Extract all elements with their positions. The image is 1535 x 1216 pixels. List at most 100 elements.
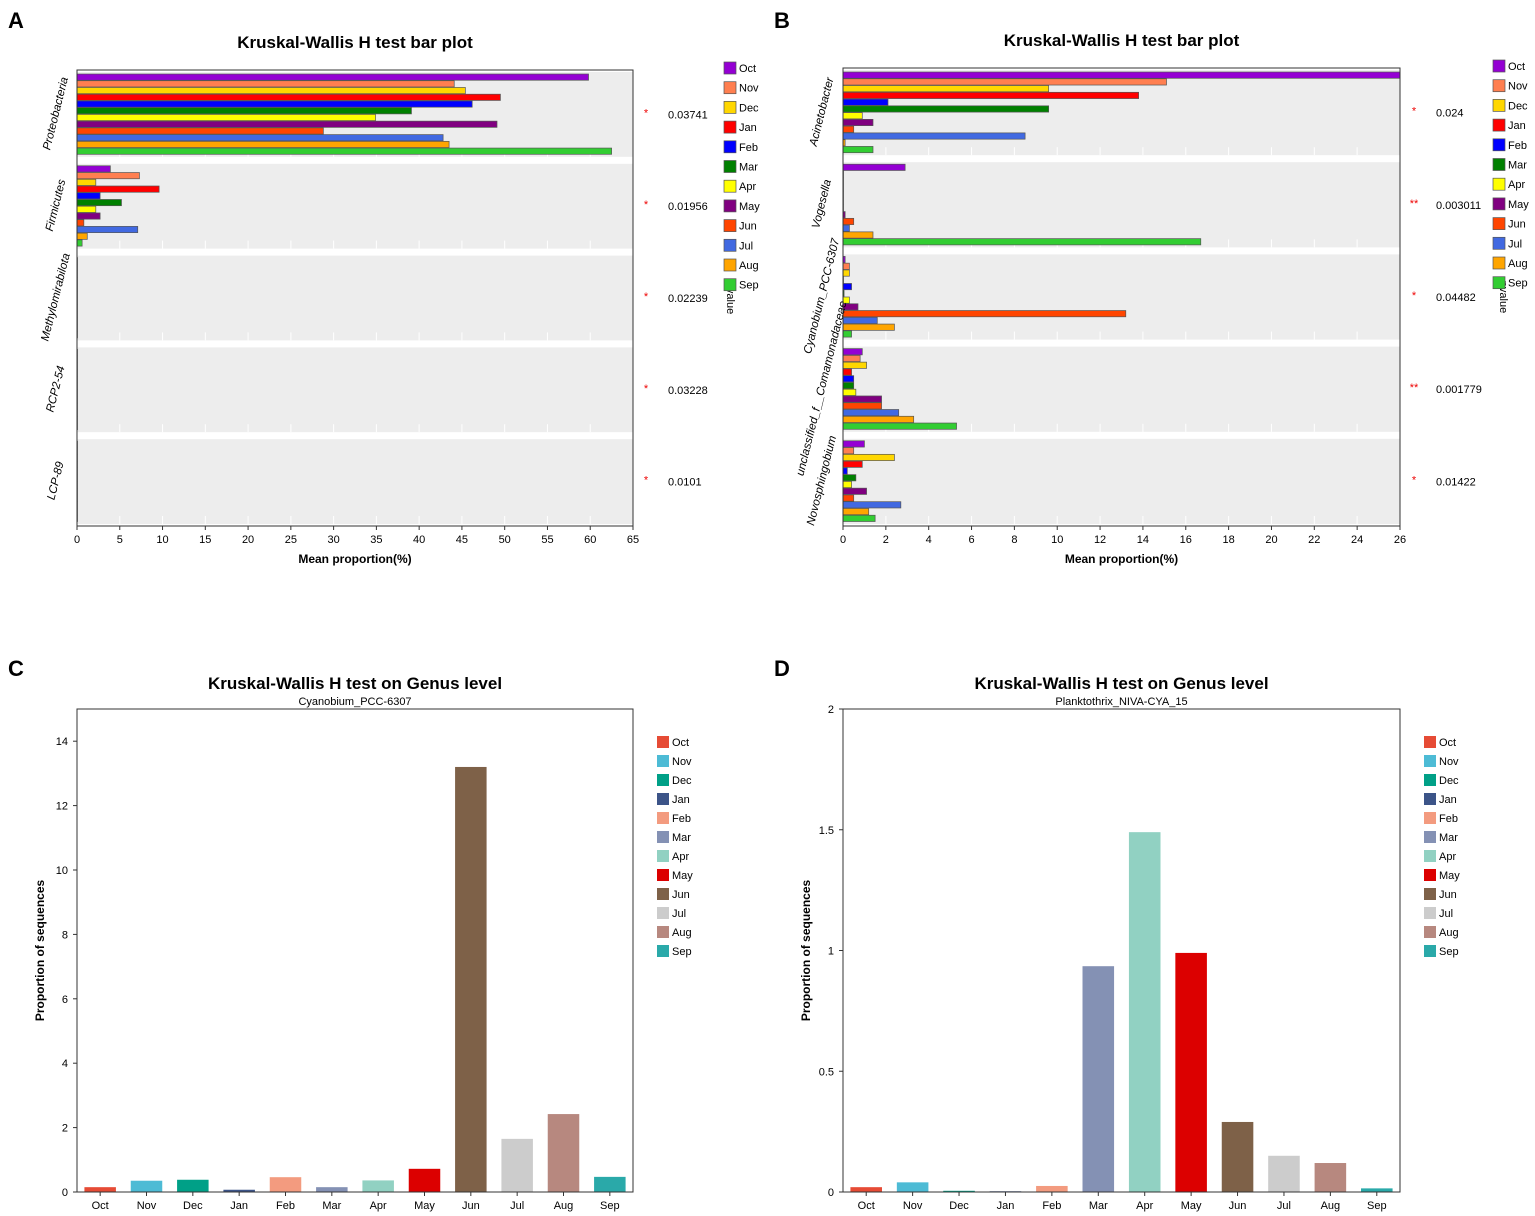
panel-b-significance-stars: ** [1410, 382, 1419, 394]
panel-a-legend-swatch-apr [723, 179, 737, 193]
panel-b-bar-vogesella-jul [842, 224, 850, 232]
panel-c-y-tick-label: 8 [62, 929, 68, 941]
panel-a-bar-firmicutes-jun [76, 219, 85, 227]
panel-a-legend-label-jul: Jul [739, 240, 753, 252]
panel-c-legend-swatch-jul [657, 907, 669, 919]
panel-d-legend-label-jan: Jan [1439, 794, 1457, 806]
panel-d-legend-swatch-jun [1424, 888, 1436, 900]
panel-c-x-tick-label: Nov [137, 1200, 157, 1212]
panel-c-bar-apr [362, 1180, 394, 1192]
panel-a-band [77, 163, 633, 249]
panel-c-legend-swatch-may [657, 869, 669, 881]
panel-a-bar-proteobacteria-oct [76, 73, 589, 81]
panel-a-bar-proteobacteria-apr [76, 114, 376, 121]
panel-c-legend-label-may: May [672, 870, 693, 882]
panel-c-legend-label-jan: Jan [672, 794, 690, 806]
panel-b-bar-vogesella-jun [842, 217, 855, 225]
panel-c-legend-swatch-nov [657, 755, 669, 767]
panel-a-bar-proteobacteria-jan [76, 93, 501, 101]
panel-b-bar-novosphingobium-dec [842, 453, 895, 461]
panel-b-bar-acinetobacter-jul [842, 132, 1026, 140]
panel-c-title: Kruskal-Wallis H test on Genus level [208, 674, 502, 693]
panel-b-bar-acinetobacter-oct [842, 71, 1401, 79]
panel-a-bar-firmicutes-may [76, 212, 101, 220]
panel-a-category-label: Methylomirabilota [39, 252, 72, 342]
panel-b-bar-cyanobium_pcc-6307-jul [842, 316, 878, 324]
panel-b-bar-acinetobacter-sep [842, 146, 874, 154]
panel-d-x-tick-label: Jul [1277, 1200, 1291, 1212]
panel-c-bar-feb [269, 1177, 302, 1192]
panel-c-y-tick-label: 6 [62, 994, 68, 1006]
panel-b-bar-novosphingobium-jan [842, 460, 863, 468]
panel-a-x-tick-label: 40 [413, 534, 425, 546]
panel-c-x-tick-label: Mar [322, 1200, 341, 1212]
panel-b-bar-vogesella-sep [842, 238, 1202, 246]
panel-b-x-tick-label: 26 [1394, 534, 1406, 546]
panel-b-bar-acinetobacter-mar [842, 105, 1050, 113]
panel-c-x-tick-label: Feb [276, 1200, 295, 1212]
panel-b-legend-label-aug: Aug [1508, 258, 1528, 270]
panel-b-plot-frame [842, 67, 1401, 527]
panel-c-subtitle: Cyanobium_PCC-6307 [298, 696, 411, 708]
panel-a-legend-label-mar: Mar [739, 162, 758, 174]
panel-d-legend-label-nov: Nov [1439, 756, 1459, 768]
panel-b-legend-swatch-jan [1492, 118, 1506, 132]
panel-d-bar-dec [943, 1190, 975, 1192]
panel-b-legend-label-jan: Jan [1508, 120, 1526, 132]
panel-d-x-tick-label: Apr [1136, 1200, 1153, 1212]
panel-a-legend-label-feb: Feb [739, 142, 758, 154]
panel-b-band [843, 346, 1400, 432]
panel-b-legend-label-mar: Mar [1508, 160, 1527, 172]
panel-b-x-axis-label: Mean proportion(%) [1065, 552, 1178, 566]
panel-d-legend-label-mar: Mar [1439, 832, 1458, 844]
panel-a-title: Kruskal-Wallis H test bar plot [237, 33, 473, 52]
panel-d-y-tick-label: 0 [828, 1187, 834, 1199]
panel-a-legend-label-nov: Nov [739, 83, 759, 95]
panel-a-legend-label-may: May [739, 201, 760, 213]
panel-a-legend-swatch-nov [723, 81, 737, 95]
panel-c-x-tick-label: May [414, 1200, 435, 1212]
panel-d-x-tick-label: Nov [903, 1200, 923, 1212]
panel-b-bar-novosphingobium-nov [842, 447, 855, 455]
panel-d-legend-swatch-dec [1424, 774, 1436, 786]
panel-a-band [77, 347, 633, 433]
panel-b-legend-label-may: May [1508, 199, 1529, 211]
panel-a-category-label: Proteobacteria [41, 76, 71, 151]
panel-b-significance-stars: ** [1410, 198, 1419, 210]
panel-b-bar-unclassified_f__comamonadaceae-jul [842, 409, 900, 417]
panel-b-x-tick-label: 18 [1222, 534, 1234, 546]
panel-a-legend-swatch-jul [723, 238, 737, 252]
panel-a-bar-firmicutes-dec [76, 178, 97, 186]
panel-a-bar-firmicutes-oct [76, 165, 111, 173]
panel-d-legend-swatch-mar [1424, 831, 1436, 843]
panel-d-legend-swatch-feb [1424, 812, 1436, 824]
panel-d-plot-frame [842, 708, 1401, 1193]
panel-c-x-tick-label: Jul [510, 1200, 524, 1212]
panel-b-bar-acinetobacter-jan [842, 91, 1139, 99]
panel-b-bar-acinetobacter-dec [842, 85, 1050, 93]
panel-c-legend-swatch-oct [657, 736, 669, 748]
panel-b-x-tick-label: 22 [1308, 534, 1320, 546]
panel-b-bar-novosphingobium-may [842, 487, 867, 495]
panel-c-legend-swatch-sep [657, 945, 669, 957]
panel-a-legend-swatch-jan [723, 120, 737, 134]
panel-b-title: Kruskal-Wallis H test bar plot [1004, 31, 1240, 50]
panel-c-legend-label-dec: Dec [672, 775, 692, 787]
panel-b-band [843, 162, 1400, 248]
panel-b-bar-novosphingobium-jul [842, 501, 902, 509]
panel-d-y-tick-label: 2 [828, 704, 834, 716]
panel-c-bar-jul [501, 1138, 533, 1192]
panel-b-bar-novosphingobium-aug [842, 508, 870, 516]
panel-c-legend-label-aug: Aug [672, 927, 692, 939]
panel-a-pvalue: 0.0101 [668, 477, 702, 489]
panel-b-bar-unclassified_f__comamonadaceae-nov [842, 355, 861, 362]
panel-b-bar-cyanobium_pcc-6307-dec [842, 269, 850, 277]
panel-c-legend-label-feb: Feb [672, 813, 691, 825]
panel-d-bar-jun [1221, 1121, 1254, 1192]
panel-letter-a: A [8, 8, 24, 33]
panel-d-legend-label-feb: Feb [1439, 813, 1458, 825]
panel-b-legend-label-sep: Sep [1508, 278, 1528, 290]
panel-b-bar-novosphingobium-mar [842, 474, 857, 482]
panel-a-legend-label-jun: Jun [739, 221, 757, 233]
